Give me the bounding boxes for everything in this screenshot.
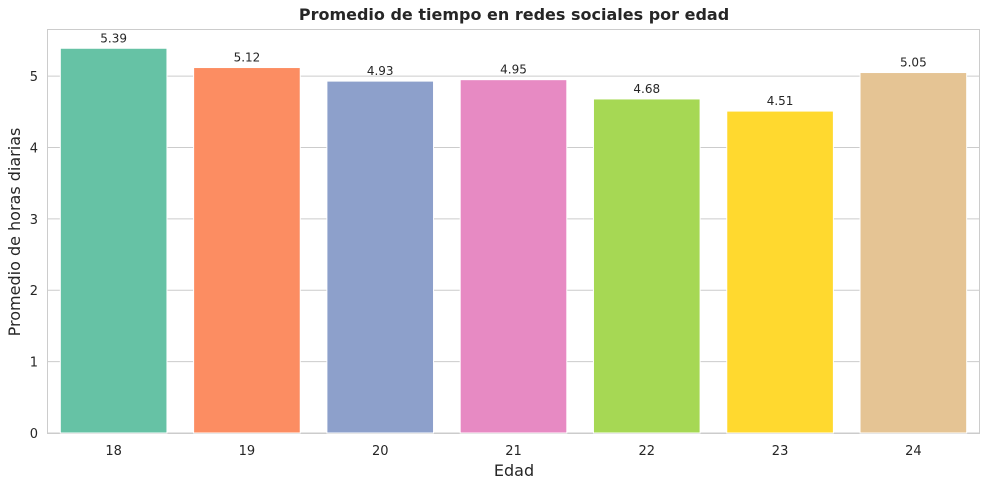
x-tick-label-18: 18 bbox=[105, 444, 122, 459]
y-tick-label: 1 bbox=[30, 356, 38, 371]
bar-18 bbox=[59, 47, 168, 434]
y-tick-label: 3 bbox=[30, 213, 38, 228]
bar-23 bbox=[726, 110, 834, 434]
data-labels: 5.39 5.12 4.93 4.95 4.68 4.51 5.05 bbox=[100, 31, 926, 108]
y-tick-label: 5 bbox=[30, 70, 38, 85]
bar-22 bbox=[592, 98, 701, 434]
bar-19 bbox=[193, 67, 301, 434]
data-label-23: 4.51 bbox=[767, 94, 794, 108]
data-label-18: 5.39 bbox=[100, 31, 127, 45]
x-axis-label: Edad bbox=[494, 461, 534, 480]
bar-24 bbox=[859, 72, 968, 434]
y-tick-label: 2 bbox=[30, 284, 38, 299]
x-tick-label-20: 20 bbox=[372, 444, 389, 459]
data-label-20: 4.93 bbox=[367, 64, 394, 78]
y-tick-label: 4 bbox=[30, 141, 38, 156]
x-ticks: 18 19 20 21 22 23 24 bbox=[105, 444, 921, 459]
data-label-21: 4.95 bbox=[500, 63, 527, 77]
y-axis-label: Promedio de horas diarias bbox=[5, 128, 24, 337]
chart-title: Promedio de tiempo en redes sociales por… bbox=[299, 5, 729, 24]
x-tick-label-19: 19 bbox=[239, 444, 256, 459]
y-tick-label: 0 bbox=[30, 427, 38, 442]
bar-21 bbox=[459, 79, 568, 434]
x-tick-label-23: 23 bbox=[772, 444, 789, 459]
x-tick-label-21: 21 bbox=[505, 444, 522, 459]
bar-20 bbox=[326, 80, 435, 434]
x-tick-label-22: 22 bbox=[639, 444, 656, 459]
data-label-19: 5.12 bbox=[234, 51, 261, 65]
data-label-24: 5.05 bbox=[900, 56, 927, 70]
data-label-22: 4.68 bbox=[633, 82, 660, 96]
x-tick-label-24: 24 bbox=[905, 444, 922, 459]
y-ticks: 0 1 2 3 4 5 bbox=[30, 70, 38, 442]
bars bbox=[59, 47, 968, 434]
